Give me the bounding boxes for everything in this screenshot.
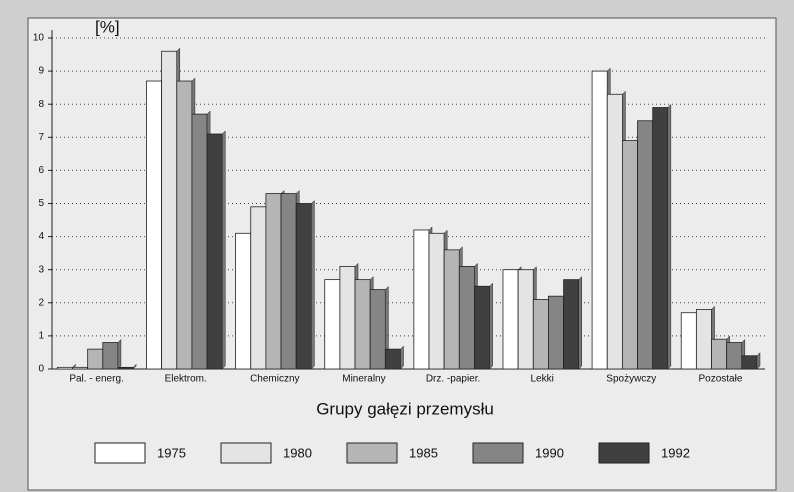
- bar: [711, 338, 728, 370]
- y-tick-label: 1: [38, 331, 44, 342]
- legend-label: 1990: [535, 445, 564, 460]
- legend-label: 1985: [409, 445, 438, 460]
- bar: [695, 309, 712, 370]
- bar-side: [400, 345, 404, 370]
- bar-side: [756, 352, 761, 370]
- bar: [591, 70, 608, 370]
- legend-label: 1992: [661, 445, 690, 460]
- x-tick-label: Drz. -papier.: [426, 374, 480, 385]
- bar: [339, 265, 356, 370]
- bar-side: [667, 103, 672, 370]
- bar: [176, 80, 193, 370]
- bar: [191, 113, 208, 370]
- x-tick-label: Mineralny: [342, 374, 385, 385]
- bar-side: [221, 130, 226, 370]
- y-tick-label: 10: [33, 33, 45, 44]
- y-tick-label: 4: [38, 231, 44, 242]
- legend-swatch: [346, 442, 398, 464]
- bar: [680, 312, 697, 370]
- bar: [637, 120, 654, 370]
- x-tick-label: Pal. - energ.: [69, 374, 123, 385]
- bar: [56, 366, 73, 370]
- bar: [235, 232, 252, 370]
- y-tick-label: 3: [38, 264, 44, 275]
- bar: [206, 133, 223, 370]
- bar: [265, 193, 282, 370]
- legend-swatch: [472, 442, 524, 464]
- legend-label: 1975: [157, 445, 186, 460]
- bar-side: [311, 199, 315, 370]
- bar: [72, 366, 89, 370]
- bar: [502, 269, 519, 370]
- bar: [548, 295, 564, 370]
- bar: [428, 232, 445, 370]
- bar: [652, 107, 669, 370]
- legend-swatch: [94, 442, 146, 464]
- bar: [161, 50, 178, 370]
- legend-swatch: [598, 442, 650, 464]
- x-tick-label: Chemiczny: [250, 374, 299, 385]
- bar-side: [489, 282, 493, 370]
- x-tick-label: Elektrom.: [165, 374, 207, 385]
- y-unit-label: [%]: [95, 17, 120, 36]
- y-tick-label: 6: [38, 165, 44, 176]
- y-tick-label: 9: [38, 66, 44, 77]
- bar: [413, 229, 430, 370]
- x-tick-label: Spożywczy: [606, 374, 656, 385]
- bar: [726, 342, 743, 370]
- bar-side: [132, 363, 137, 370]
- y-tick-label: 0: [38, 364, 44, 375]
- bar: [369, 289, 386, 370]
- x-tick-label: Pozostałe: [698, 374, 742, 385]
- bar: [384, 348, 401, 370]
- y-tick-label: 5: [38, 198, 44, 209]
- bar: [443, 249, 460, 370]
- bar: [741, 355, 758, 370]
- bar: [250, 206, 267, 370]
- bar: [295, 203, 312, 370]
- legend-swatch: [220, 442, 272, 464]
- legend-label: 1980: [283, 445, 312, 460]
- x-axis-title: Grupy gałęzi przemysłu: [316, 399, 494, 418]
- bar: [102, 342, 119, 370]
- y-tick-label: 8: [38, 99, 44, 110]
- bar-side: [578, 276, 582, 370]
- bar: [517, 269, 534, 370]
- bar: [474, 285, 491, 370]
- bar: [280, 193, 297, 370]
- bar: [458, 265, 475, 370]
- x-tick-label: Lekki: [531, 374, 554, 385]
- bar-side: [117, 338, 122, 370]
- bar: [87, 348, 104, 370]
- bar: [324, 279, 341, 370]
- bar: [354, 279, 371, 370]
- bar: [606, 93, 623, 370]
- bar: [532, 299, 549, 370]
- bar: [146, 80, 163, 370]
- bar: [117, 366, 134, 370]
- bar: [563, 279, 580, 370]
- y-tick-label: 7: [38, 132, 44, 143]
- bar: [622, 140, 638, 370]
- y-tick-label: 2: [38, 297, 44, 308]
